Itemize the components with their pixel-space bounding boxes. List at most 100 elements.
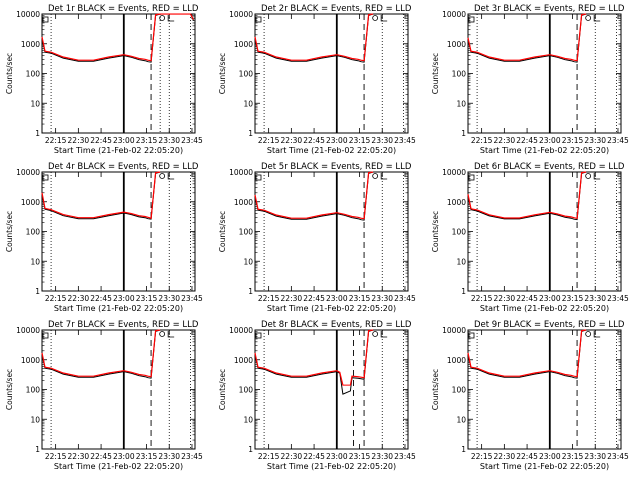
- y-tick-label: 10: [456, 99, 466, 108]
- chart-title: Det 4r BLACK = Events, RED = LLD: [48, 162, 199, 172]
- x-tick-label: 22:30: [68, 452, 90, 461]
- x-axis-label: Start Time (21-Feb-02 22:05:20): [54, 146, 183, 155]
- x-tick-label: 23:30: [158, 136, 180, 145]
- plot-frame: [467, 13, 622, 134]
- y-axis-label: Counts/sec: [431, 211, 440, 252]
- y-tick-label: 1: [35, 129, 40, 138]
- y-tick-label: 10000: [229, 326, 253, 335]
- y-tick-label: 100: [26, 386, 41, 395]
- end-marker-icon: [159, 173, 166, 179]
- y-tick-label: 10000: [16, 168, 40, 177]
- y-tick-label: 1000: [447, 198, 466, 207]
- x-tick-label: 23:45: [394, 452, 416, 461]
- series-line-red: [468, 14, 586, 61]
- x-tick-label: 23:15: [136, 452, 158, 461]
- x-tick-label: 23:45: [181, 452, 203, 461]
- chart-title: Det 6r BLACK = Events, RED = LLD: [474, 162, 625, 172]
- end-bracket-icon: [380, 15, 388, 22]
- y-tick-label: 10: [243, 415, 253, 424]
- x-tick-label: 22:45: [90, 294, 112, 303]
- x-tick-label: 23:45: [394, 136, 416, 145]
- y-tick-label: 1: [461, 287, 466, 296]
- y-tick-label: 10: [243, 99, 253, 108]
- x-axis-label: Start Time (21-Feb-02 22:05:20): [480, 304, 609, 313]
- chart-panel-6: Det 6r BLACK = Events, RED = LLD 1 10 100 10…: [431, 162, 629, 313]
- y-axis-label: Counts/sec: [5, 211, 14, 252]
- x-tick-label: 22:45: [516, 452, 538, 461]
- series-line-red: [42, 172, 160, 218]
- y-tick-label: 100: [452, 386, 467, 395]
- series-line-red: [255, 172, 373, 219]
- start-flag-icon: [42, 332, 49, 339]
- y-axis-label: Counts/sec: [5, 369, 14, 410]
- y-tick-label: 100: [26, 70, 41, 79]
- plot-frame: [254, 329, 409, 450]
- chart-title: Det 1r BLACK = Events, RED = LLD: [48, 4, 199, 14]
- series-line-black: [468, 14, 586, 62]
- x-tick-label: 22:15: [258, 136, 280, 145]
- y-tick-label: 1000: [21, 198, 40, 207]
- start-flag-icon: [255, 174, 262, 181]
- end-marker-icon: [585, 331, 592, 337]
- x-tick-label: 22:30: [494, 452, 516, 461]
- plot-frame: [254, 171, 409, 292]
- x-tick-label: 23:30: [371, 294, 393, 303]
- chart-title: Det 3r BLACK = Events, RED = LLD: [474, 4, 625, 14]
- y-axis-label: Counts/sec: [218, 369, 227, 410]
- start-flag-icon: [255, 332, 262, 339]
- y-tick-label: 10000: [442, 168, 466, 177]
- end-marker-icon: [159, 15, 166, 21]
- x-tick-label: 22:15: [471, 294, 493, 303]
- y-axis-label: Counts/sec: [5, 53, 14, 94]
- chart-title: Det 5r BLACK = Events, RED = LLD: [261, 162, 412, 172]
- y-tick-label: 10: [456, 415, 466, 424]
- plot-frame: [467, 171, 622, 292]
- series-line-black: [255, 330, 373, 394]
- x-tick-label: 23:00: [113, 294, 135, 303]
- x-tick-label: 22:30: [494, 136, 516, 145]
- chart-panel-1: Det 1r BLACK = Events, RED = LLD 1 10 100 10…: [5, 4, 203, 155]
- x-tick-label: 23:15: [562, 136, 584, 145]
- y-tick-label: 1000: [21, 356, 40, 365]
- x-tick-label: 23:15: [136, 136, 158, 145]
- plot-frame: [41, 329, 196, 450]
- x-tick-label: 22:30: [281, 452, 303, 461]
- x-tick-label: 22:30: [68, 136, 90, 145]
- x-tick-label: 22:30: [494, 294, 516, 303]
- x-tick-label: 23:30: [584, 294, 606, 303]
- x-tick-label: 23:15: [136, 294, 158, 303]
- x-axis-label: Start Time (21-Feb-02 22:05:20): [267, 146, 396, 155]
- x-tick-label: 22:15: [471, 136, 493, 145]
- x-tick-label: 23:00: [113, 136, 135, 145]
- x-tick-label: 22:45: [90, 136, 112, 145]
- x-tick-label: 23:00: [326, 136, 348, 145]
- x-tick-label: 23:30: [371, 136, 393, 145]
- x-tick-label: 23:30: [158, 452, 180, 461]
- y-tick-label: 1000: [234, 198, 253, 207]
- series-line-black: [42, 172, 160, 219]
- x-tick-label: 23:45: [394, 294, 416, 303]
- chart-title: Det 2r BLACK = Events, RED = LLD: [261, 4, 412, 14]
- x-tick-label: 23:30: [584, 136, 606, 145]
- x-tick-label: 22:15: [45, 294, 67, 303]
- start-flag-icon: [468, 332, 475, 339]
- chart-title: Det 7r BLACK = Events, RED = LLD: [48, 320, 199, 330]
- x-tick-label: 23:45: [181, 136, 203, 145]
- y-tick-label: 1000: [234, 356, 253, 365]
- y-tick-label: 10: [30, 415, 40, 424]
- plot-frame: [41, 171, 196, 292]
- end-marker-icon: [372, 173, 379, 179]
- chart-title: Det 8r BLACK = Events, RED = LLD: [261, 320, 412, 330]
- end-marker-icon: [372, 15, 379, 21]
- x-axis-label: Start Time (21-Feb-02 22:05:20): [480, 146, 609, 155]
- plot-frame: [467, 329, 622, 450]
- x-tick-label: 22:15: [258, 294, 280, 303]
- y-tick-label: 10000: [16, 10, 40, 19]
- x-tick-label: 22:45: [303, 136, 325, 145]
- x-axis-label: Start Time (21-Feb-02 22:05:20): [267, 304, 396, 313]
- x-tick-label: 22:45: [303, 452, 325, 461]
- y-axis-label: Counts/sec: [431, 369, 440, 410]
- start-flag-icon: [42, 174, 49, 181]
- y-tick-label: 1000: [234, 40, 253, 49]
- series-line-red: [255, 330, 373, 385]
